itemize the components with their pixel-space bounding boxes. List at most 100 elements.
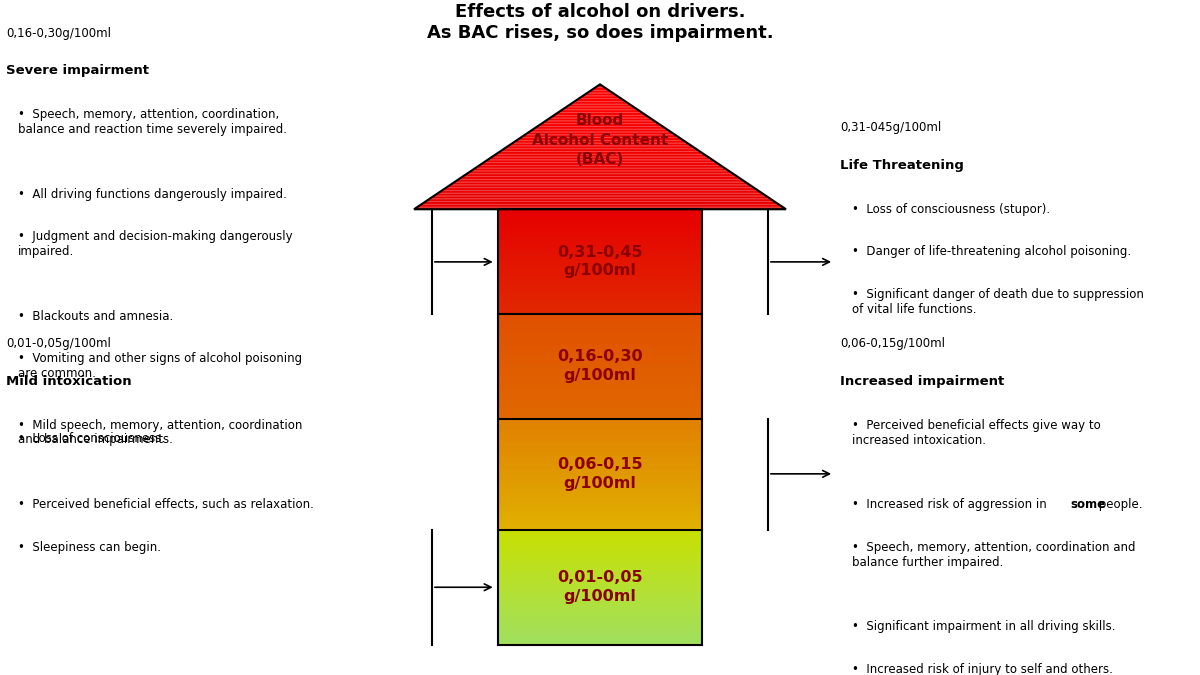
Bar — [498, 510, 702, 512]
Bar — [498, 643, 702, 645]
Polygon shape — [545, 120, 655, 121]
Bar — [498, 319, 702, 321]
Polygon shape — [530, 130, 670, 131]
Bar — [498, 284, 702, 285]
Bar — [498, 459, 702, 460]
Bar — [498, 583, 702, 585]
Bar — [498, 476, 702, 477]
Polygon shape — [548, 117, 652, 119]
Bar — [498, 417, 702, 418]
Bar — [498, 574, 702, 576]
Bar — [498, 244, 702, 246]
Text: 0,31-0,45
g/100ml: 0,31-0,45 g/100ml — [557, 245, 643, 278]
Bar — [498, 379, 702, 381]
Bar — [498, 529, 702, 530]
Bar — [498, 448, 702, 449]
Bar — [498, 641, 702, 642]
Text: •  All driving functions dangerously impaired.: • All driving functions dangerously impa… — [18, 188, 287, 200]
Polygon shape — [442, 189, 758, 190]
Bar — [498, 527, 702, 529]
Polygon shape — [580, 97, 620, 99]
Bar — [498, 456, 702, 458]
Bar — [498, 454, 702, 455]
Bar — [498, 293, 702, 294]
Bar — [498, 364, 702, 365]
Bar — [498, 614, 702, 616]
Bar — [498, 346, 702, 348]
Bar — [498, 536, 702, 537]
Polygon shape — [598, 84, 602, 86]
Bar — [498, 634, 702, 636]
Polygon shape — [570, 103, 630, 105]
Bar — [498, 414, 702, 416]
Bar — [498, 221, 702, 222]
Bar — [498, 297, 702, 298]
Bar — [498, 335, 702, 336]
Polygon shape — [426, 200, 774, 201]
Polygon shape — [463, 175, 737, 176]
Bar — [498, 296, 702, 297]
Bar — [498, 501, 702, 502]
Polygon shape — [577, 99, 623, 100]
Bar — [498, 264, 702, 265]
Bar — [498, 428, 702, 429]
Bar — [498, 391, 702, 392]
Polygon shape — [542, 122, 658, 124]
Bar — [498, 215, 702, 216]
Bar — [498, 541, 702, 543]
Bar — [498, 460, 702, 462]
Polygon shape — [476, 165, 724, 167]
Bar — [498, 600, 702, 601]
Bar — [498, 639, 702, 641]
Bar — [498, 219, 702, 220]
Polygon shape — [414, 208, 786, 209]
Bar — [498, 238, 702, 240]
Polygon shape — [523, 134, 677, 136]
Bar — [498, 491, 702, 492]
Bar — [498, 343, 702, 344]
Bar — [498, 275, 702, 276]
Bar — [498, 506, 702, 508]
Bar — [498, 358, 702, 360]
Bar — [498, 325, 702, 327]
Bar — [498, 250, 702, 251]
Polygon shape — [488, 158, 712, 159]
Bar — [498, 637, 702, 639]
Bar — [498, 630, 702, 632]
Bar — [498, 385, 702, 386]
Bar — [498, 350, 702, 352]
Bar — [498, 514, 702, 516]
Bar — [498, 226, 702, 227]
Bar — [498, 229, 702, 230]
Polygon shape — [518, 138, 682, 139]
Bar — [498, 458, 702, 459]
Bar — [498, 622, 702, 623]
Bar — [498, 534, 702, 536]
Bar — [498, 481, 702, 483]
Text: some: some — [1070, 498, 1105, 511]
Polygon shape — [590, 89, 610, 90]
Bar — [498, 381, 702, 382]
Polygon shape — [533, 128, 667, 130]
Bar — [498, 262, 702, 263]
Bar — [498, 551, 702, 553]
Polygon shape — [563, 108, 637, 109]
Bar — [498, 586, 702, 587]
Bar — [498, 396, 702, 398]
Text: •  Judgment and decision-making dangerously
impaired.: • Judgment and decision-making dangerous… — [18, 230, 293, 258]
Bar — [498, 423, 702, 424]
Bar — [498, 533, 702, 534]
Bar — [498, 308, 702, 310]
Text: 0,16-0,30
g/100ml: 0,16-0,30 g/100ml — [557, 350, 643, 383]
Bar — [498, 336, 702, 338]
Bar — [498, 230, 702, 232]
Bar — [498, 222, 702, 223]
Text: •  Speech, memory, attention, coordination and
balance further impaired.: • Speech, memory, attention, coordinatio… — [852, 541, 1135, 568]
Bar — [498, 375, 702, 377]
Text: •  Significant impairment in all driving skills.: • Significant impairment in all driving … — [852, 620, 1116, 633]
Bar — [498, 437, 702, 438]
Bar — [498, 497, 702, 498]
Bar — [498, 526, 702, 527]
Bar — [498, 232, 702, 233]
Text: Blood
Alcohol Content
(BAC): Blood Alcohol Content (BAC) — [532, 113, 668, 167]
